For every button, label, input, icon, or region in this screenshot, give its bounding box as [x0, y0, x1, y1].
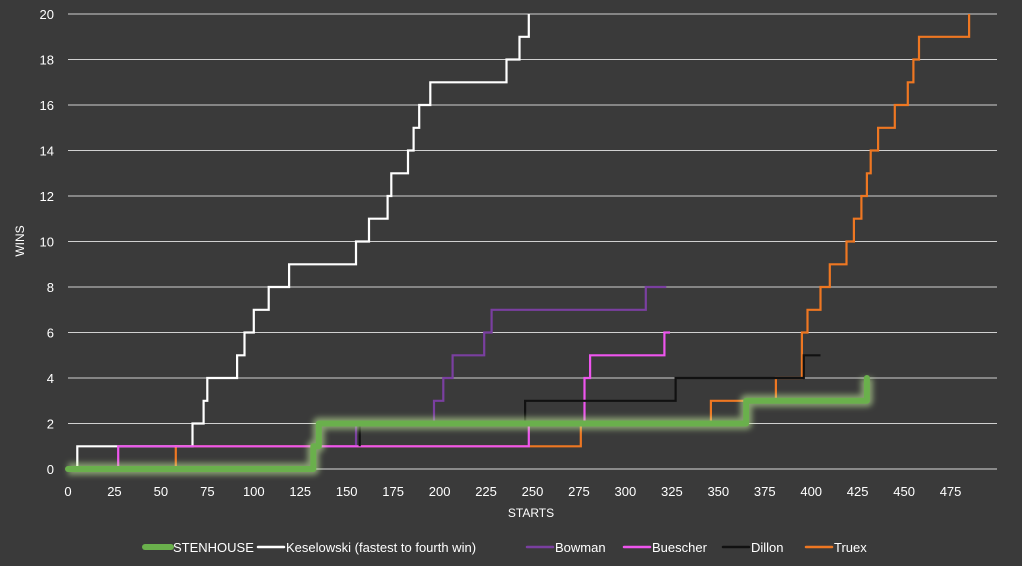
- y-tick-label: 0: [47, 462, 54, 477]
- x-tick-label: 200: [429, 484, 451, 499]
- y-tick-label: 4: [47, 371, 54, 386]
- x-tick-label: 175: [382, 484, 404, 499]
- x-tick-label: 150: [336, 484, 358, 499]
- x-tick-label: 225: [475, 484, 497, 499]
- x-tick-label: 325: [661, 484, 683, 499]
- y-tick-label: 20: [40, 7, 54, 22]
- keselowski-series-line: [76, 14, 530, 469]
- legend-label-stenhouse: STENHOUSE: [173, 540, 254, 555]
- y-tick-label: 14: [40, 144, 54, 159]
- x-tick-label: 400: [800, 484, 822, 499]
- series-lines: [65, 14, 971, 475]
- y-tick-label: 8: [47, 280, 54, 295]
- x-tick-label: 275: [568, 484, 590, 499]
- y-tick-label: 2: [47, 417, 54, 432]
- y-tick-label: 16: [40, 98, 54, 113]
- legend-label-truex: Truex: [834, 540, 867, 555]
- x-tick-label: 25: [107, 484, 121, 499]
- y-axis-title: WINS: [13, 225, 27, 256]
- x-tick-label: 375: [754, 484, 776, 499]
- y-tick-label: 12: [40, 189, 54, 204]
- legend-label-dillon: Dillon: [751, 540, 784, 555]
- x-tick-label: 250: [522, 484, 544, 499]
- y-tick-label: 6: [47, 326, 54, 341]
- x-tick-label: 125: [289, 484, 311, 499]
- legend: STENHOUSE Keselowski (fastest to fourth w…: [142, 540, 867, 555]
- legend-label-keselowski: Keselowski (fastest to fourth win): [286, 540, 476, 555]
- bowman-series-line: [312, 285, 667, 469]
- x-axis-title: STARTS: [508, 506, 554, 520]
- x-tick-label: 75: [200, 484, 214, 499]
- legend-label-buescher: Buescher: [652, 540, 708, 555]
- x-tick-label: 100: [243, 484, 265, 499]
- x-tick-label: 50: [154, 484, 168, 499]
- y-tick-labels: 0 2 4 6 8 10 12 14 16 18 20: [40, 7, 54, 477]
- x-tick-label: 450: [893, 484, 915, 499]
- x-tick-label: 350: [707, 484, 729, 499]
- y-tick-label: 10: [40, 235, 54, 250]
- x-tick-label: 0: [64, 484, 71, 499]
- x-tick-label: 300: [615, 484, 637, 499]
- x-tick-label: 475: [940, 484, 962, 499]
- stenhouse-series-line: [65, 375, 870, 472]
- legend-label-bowman: Bowman: [555, 540, 606, 555]
- x-tick-label: 425: [847, 484, 869, 499]
- y-tick-label: 18: [40, 53, 54, 68]
- x-tick-labels: 0 25 50 75 100 125 150 175 200 225 250 275 300 325 350…: [64, 484, 961, 499]
